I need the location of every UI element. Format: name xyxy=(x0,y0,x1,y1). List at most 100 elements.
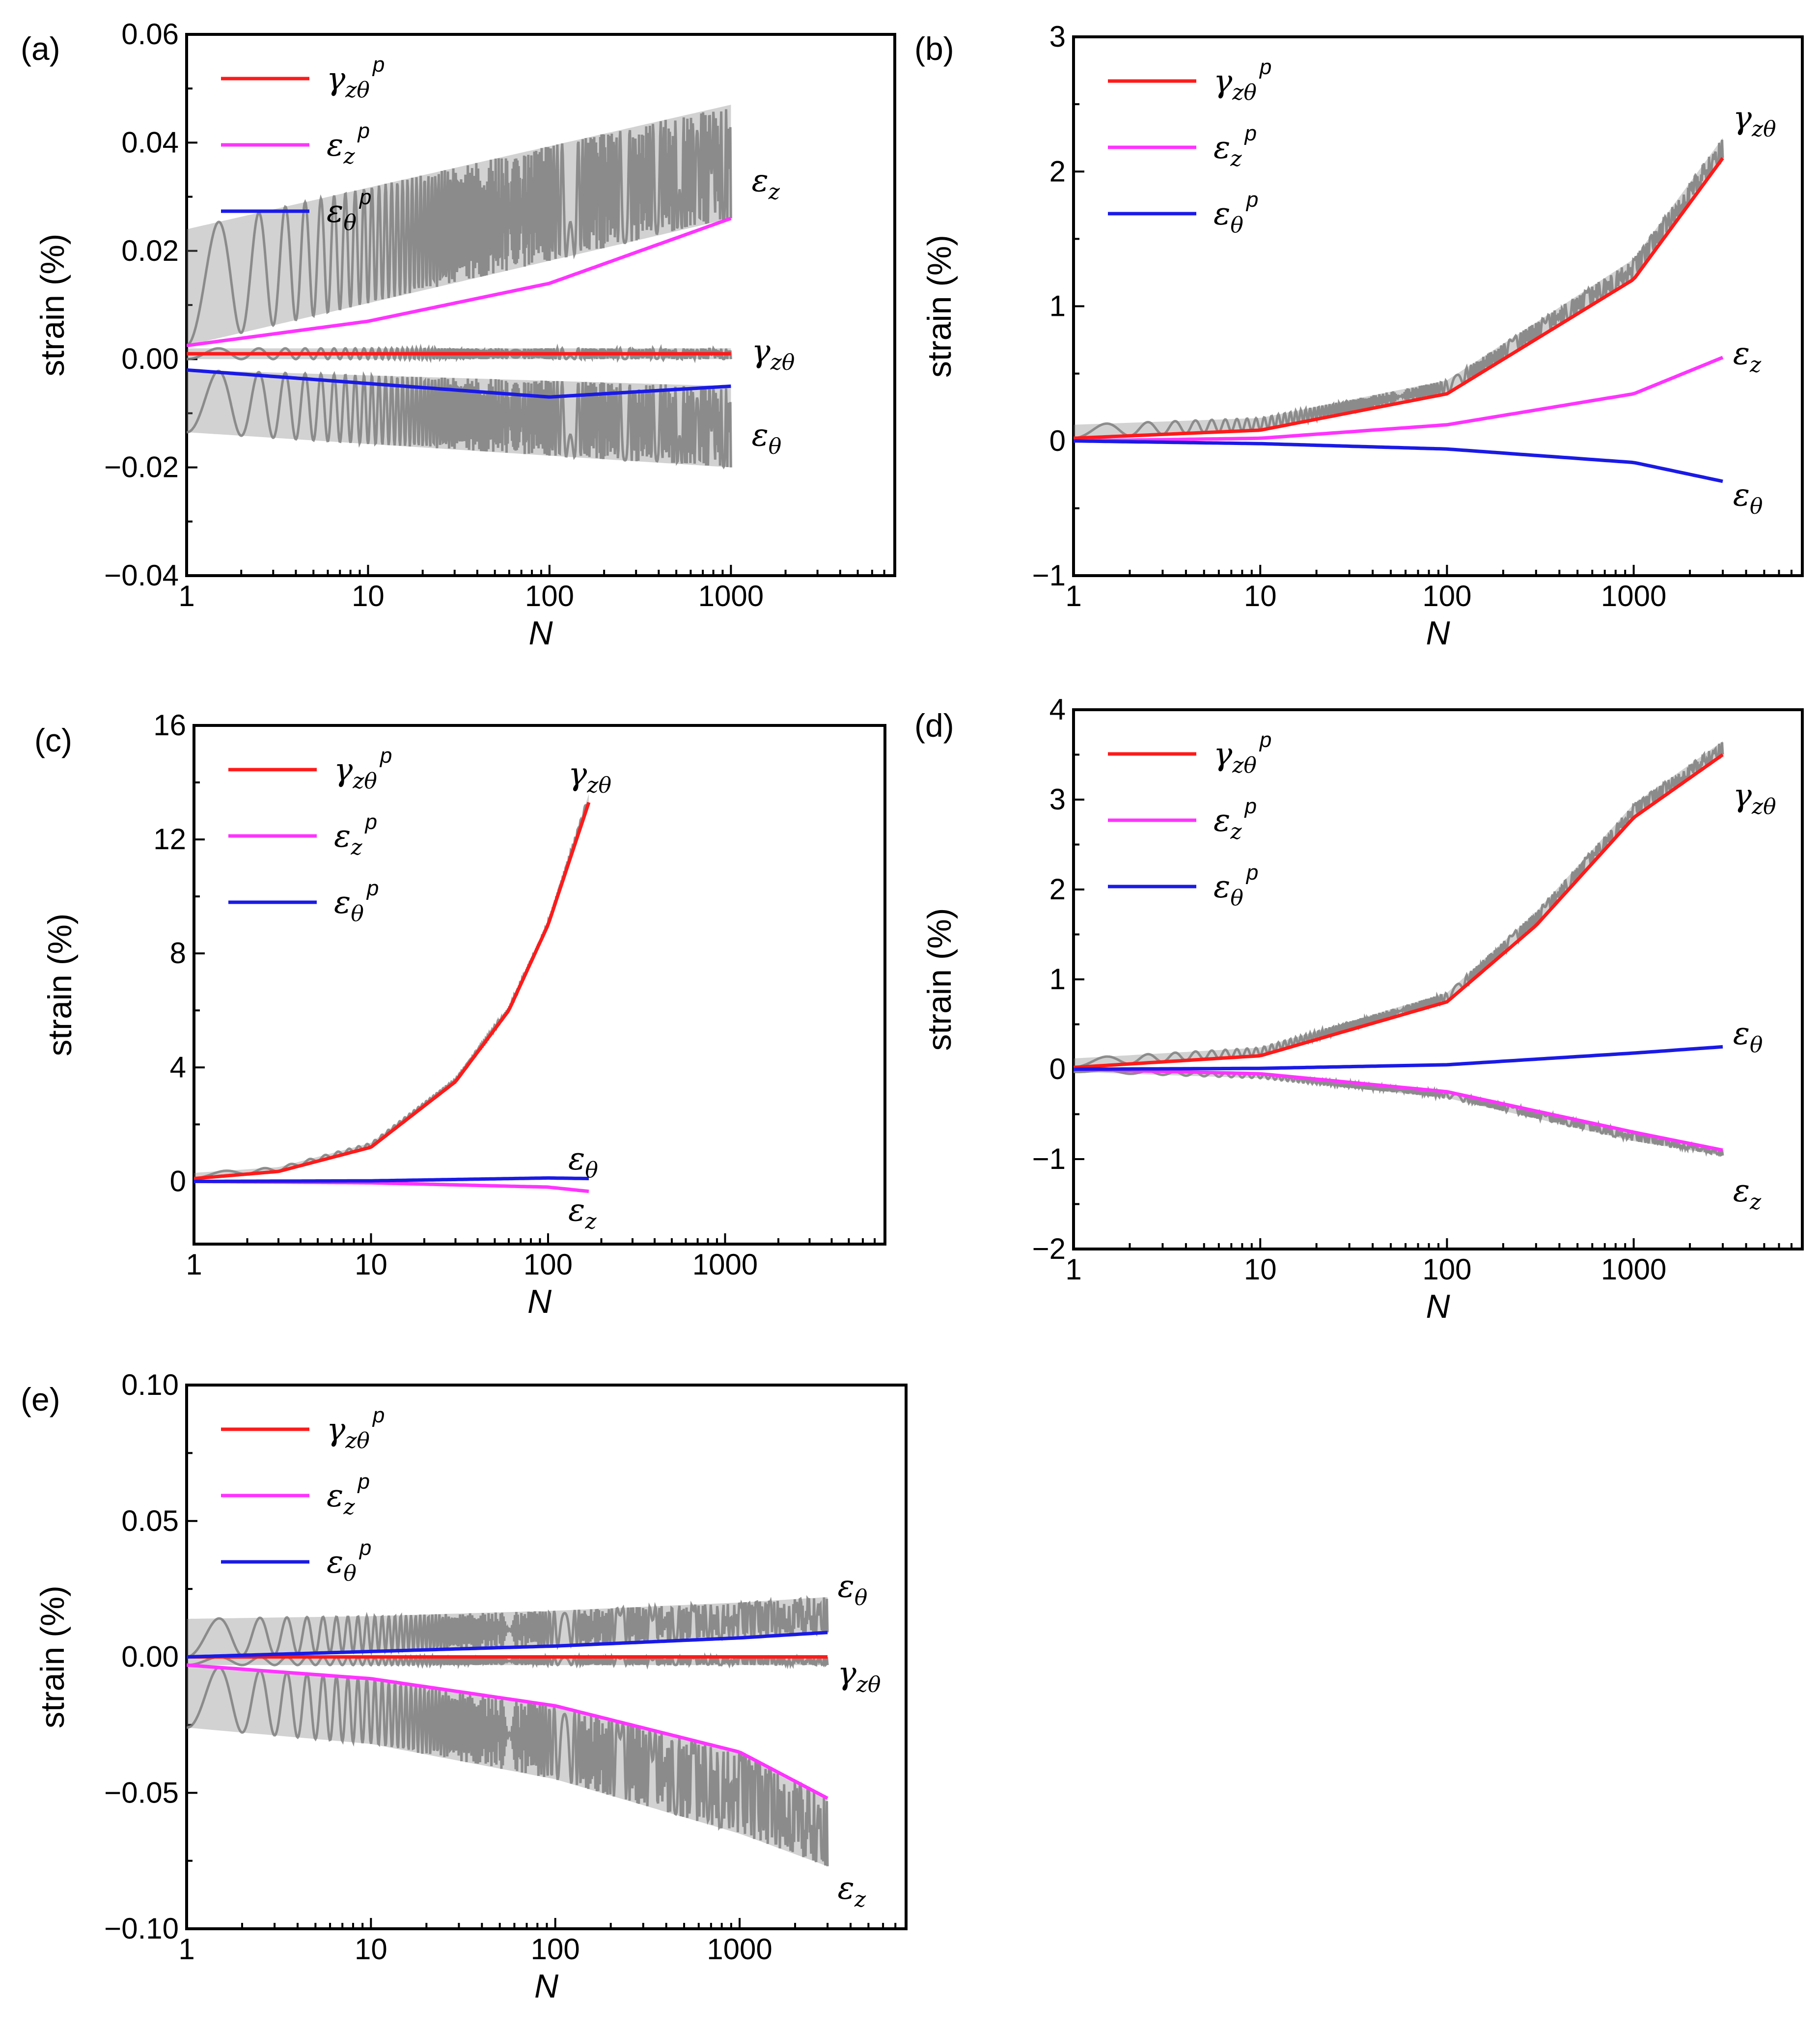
band-γzθ xyxy=(194,794,589,1179)
curve-annotation: εz xyxy=(568,1192,597,1234)
total-strain-group xyxy=(1074,138,1724,483)
y-tick-label: 0.00 xyxy=(121,1640,179,1673)
y-tick-label: 4 xyxy=(170,1051,186,1083)
curve-annotation: εθ xyxy=(751,417,781,459)
y-tick-label: 2 xyxy=(1049,873,1066,906)
y-tick-label: −0.05 xyxy=(104,1776,179,1809)
series-εθp xyxy=(187,1631,828,1659)
y-tick-label: 0.05 xyxy=(121,1504,179,1537)
total-strain-group xyxy=(194,794,591,1194)
x-tick-label: 1000 xyxy=(1601,580,1666,612)
total-εθ xyxy=(187,369,732,470)
panel-label: (d) xyxy=(914,707,954,744)
legend-label-sup: p xyxy=(357,1470,370,1494)
x-tick-label: 1 xyxy=(1065,580,1081,612)
series-εzp xyxy=(1074,356,1724,443)
plot-frame xyxy=(1072,35,1804,577)
y-tick-label: 0.06 xyxy=(121,18,179,51)
series-εθp xyxy=(1074,439,1723,483)
legend-label-sub: z xyxy=(1230,146,1242,171)
x-tick-label: 10 xyxy=(352,580,385,612)
legend-label: εzp xyxy=(334,810,377,860)
band-εz xyxy=(1074,1069,1723,1156)
curve-annotation: εz xyxy=(838,1870,866,1912)
curve-annotation: γzθ xyxy=(1733,777,1776,819)
band-εz xyxy=(187,105,731,346)
legend-label: γzθp xyxy=(327,1403,385,1453)
legend-label: γzθp xyxy=(334,744,392,794)
x-tick-label: 10 xyxy=(1244,1253,1277,1286)
curve-annotation: γzθ xyxy=(568,756,611,798)
legend-label-sub: zθ xyxy=(345,78,370,103)
y-tick-label: 4 xyxy=(1049,693,1066,726)
legend-label-sub: z xyxy=(343,1495,355,1520)
series-γzθp xyxy=(1074,157,1724,440)
x-tick-label: 1000 xyxy=(698,580,764,612)
y-tick-label: −0.10 xyxy=(104,1912,179,1945)
y-axis-label: strain (%) xyxy=(34,1585,71,1728)
legend-label-sub: zθ xyxy=(1232,753,1257,778)
y-tick-label: 1 xyxy=(1049,963,1066,996)
curve-annotation: εz xyxy=(1733,335,1762,377)
curve-annotation-sub: zθ xyxy=(1751,117,1776,142)
panel-label: (a) xyxy=(21,30,60,67)
total-εz xyxy=(187,1666,829,1866)
legend-label: εθp xyxy=(327,1536,371,1586)
curve-annotation-sub: θ xyxy=(585,1158,598,1183)
legend-label: εθp xyxy=(1213,861,1258,911)
y-tick-label: 8 xyxy=(170,937,186,970)
x-axis-label: N xyxy=(527,1283,552,1320)
series-εzp xyxy=(187,217,732,348)
curve-annotation-sub: zθ xyxy=(770,350,795,375)
legend-label-sub: z xyxy=(343,144,355,169)
curve-annotation: εz xyxy=(1733,1173,1762,1215)
y-axis-label: strain (%) xyxy=(921,235,958,378)
legend-label-sup: p xyxy=(358,185,371,209)
total-strain-group xyxy=(187,1595,829,1866)
series-εzp xyxy=(187,1663,828,1800)
curve-annotation-sub: z xyxy=(584,1209,597,1234)
legend-label-sup: p xyxy=(357,119,370,143)
y-tick-label: 0 xyxy=(1049,424,1066,457)
curve-annotation-sub: z xyxy=(768,180,780,205)
legend-label-sub: zθ xyxy=(352,769,377,794)
curve-annotation-sub: θ xyxy=(1750,1032,1763,1057)
legend-label-sub: θ xyxy=(351,901,364,926)
total-γzθ xyxy=(187,1652,829,1670)
y-tick-label: 0.02 xyxy=(121,234,179,267)
y-tick-label: −1 xyxy=(1032,1142,1066,1175)
y-tick-label: 0.04 xyxy=(121,126,179,159)
y-tick-label: 0 xyxy=(170,1165,186,1197)
curve-annotation-sub: θ xyxy=(769,434,782,459)
legend-label-sup: p xyxy=(366,876,379,900)
legend-label: εzp xyxy=(1213,121,1257,171)
x-tick-label: 100 xyxy=(1422,580,1471,612)
x-axis-label: N xyxy=(534,1968,559,2005)
curve-annotation: γzθ xyxy=(1733,100,1776,142)
series-εθp xyxy=(1074,1045,1723,1071)
x-tick-label: 10 xyxy=(355,1933,387,1966)
y-axis-label: strain (%) xyxy=(921,908,958,1051)
x-tick-label: 1 xyxy=(186,1248,202,1281)
curve-annotation-sub: θ xyxy=(855,1585,868,1610)
x-axis-label: N xyxy=(1426,1288,1450,1325)
y-tick-label: −0.04 xyxy=(104,559,179,592)
legend-label-sup: p xyxy=(1245,188,1258,212)
x-tick-label: 1 xyxy=(178,1933,194,1966)
legend-label: γzθp xyxy=(1213,55,1271,105)
x-tick-label: 100 xyxy=(531,1933,580,1966)
legend-label-sup: p xyxy=(1259,728,1271,752)
band-εz xyxy=(187,1665,828,1866)
band-γzθ xyxy=(187,1657,828,1666)
curve-annotation: εθ xyxy=(568,1141,598,1183)
series-εθp xyxy=(194,1176,589,1183)
legend-label-sub: zθ xyxy=(345,1428,370,1453)
curve-annotation-sub: z xyxy=(1749,352,1762,377)
legend-label: εzp xyxy=(327,1470,370,1520)
total-strain-group xyxy=(1074,741,1724,1157)
legend-label-sup: p xyxy=(358,1536,371,1560)
series-γzθp xyxy=(1074,753,1724,1069)
